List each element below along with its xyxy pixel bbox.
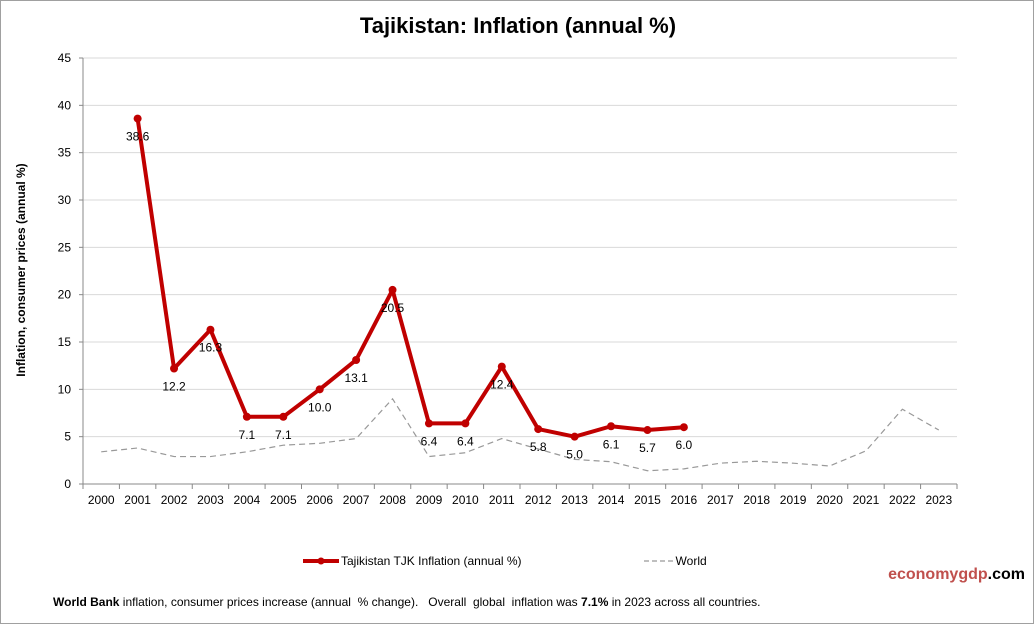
- legend-item-world: World: [642, 554, 707, 568]
- legend-label: World: [675, 554, 707, 568]
- data-label: 6.1: [603, 437, 620, 451]
- x-tick-label: 2015: [634, 493, 661, 507]
- data-point: [388, 285, 397, 294]
- data-point: [315, 385, 324, 394]
- data-point: [170, 364, 179, 373]
- x-tick-label: 2008: [379, 493, 406, 507]
- x-tick-label: 2023: [925, 493, 952, 507]
- y-tick-label: 15: [58, 335, 72, 349]
- y-tick-label: 10: [58, 382, 72, 396]
- data-label: 16.3: [199, 341, 223, 355]
- legend-line-dashed-icon: [643, 560, 674, 562]
- x-tick-label: 2014: [598, 493, 625, 507]
- footer-text: in 2023 across all countries.: [608, 595, 761, 609]
- data-point: [206, 325, 215, 334]
- y-tick-label: 5: [64, 430, 71, 444]
- data-point: [643, 426, 652, 435]
- x-tick-label: 2000: [88, 493, 115, 507]
- x-tick-label: 2013: [561, 493, 588, 507]
- x-tick-label: 2003: [197, 493, 224, 507]
- y-tick-label: 45: [58, 51, 72, 65]
- series-line-world: [101, 397, 940, 472]
- data-point: [242, 412, 251, 421]
- brand-part: gdp: [958, 566, 988, 583]
- data-label: 38.6: [126, 130, 150, 144]
- y-tick-label: 40: [58, 98, 72, 112]
- y-tick-label: 35: [58, 146, 72, 160]
- x-tick-label: 2012: [525, 493, 552, 507]
- legend-line-solid-icon: [303, 557, 339, 565]
- x-tick-label: 2021: [853, 493, 880, 507]
- chart-title: Tajikistan: Inflation (annual %): [359, 13, 677, 38]
- data-point: [352, 355, 361, 364]
- brand-part: economy: [888, 566, 959, 583]
- legend-label: Tajikistan TJK Inflation (annual %): [341, 554, 522, 568]
- footer-bold: World Bank: [53, 595, 120, 609]
- data-label: 13.1: [344, 371, 368, 385]
- y-tick-label: 20: [58, 288, 72, 302]
- y-tick-label: 0: [64, 477, 71, 491]
- data-point: [279, 412, 288, 421]
- data-label: 10.0: [308, 400, 332, 414]
- data-point: [570, 432, 579, 441]
- x-tick-label: 2022: [889, 493, 916, 507]
- data-label: 7.1: [239, 428, 256, 442]
- legend: Tajikistan TJK Inflation (annual %) Worl…: [301, 554, 707, 568]
- data-label: 12.2: [162, 380, 186, 394]
- data-label: 5.8: [530, 440, 547, 454]
- x-tick-label: 2007: [343, 493, 370, 507]
- data-point: [679, 423, 688, 432]
- data-label: 6.4: [421, 434, 438, 448]
- legend-item-tajikistan: Tajikistan TJK Inflation (annual %): [301, 554, 522, 568]
- data-label: 20.5: [381, 301, 405, 315]
- x-tick-label: 2016: [671, 493, 698, 507]
- x-tick-label: 2011: [489, 493, 515, 507]
- x-tick-label: 2010: [452, 493, 479, 507]
- y-tick-label: 25: [58, 240, 72, 254]
- data-point: [133, 114, 142, 123]
- footer-text: inflation, consumer prices increase (ann…: [119, 595, 582, 609]
- x-tick-label: 2020: [816, 493, 843, 507]
- footer-bold: 7.1%: [581, 595, 609, 609]
- data-point: [497, 362, 506, 371]
- data-label: 7.1: [275, 428, 292, 442]
- data-label: 6.4: [457, 434, 474, 448]
- data-point: [607, 422, 616, 431]
- x-tick-label: 2001: [124, 493, 151, 507]
- x-tick-label: 2005: [270, 493, 297, 507]
- x-tick-label: 2002: [161, 493, 188, 507]
- data-label: 6.0: [676, 438, 693, 452]
- brand-part: .com: [987, 566, 1025, 583]
- data-label: 5.0: [566, 448, 583, 462]
- x-tick-label: 2009: [416, 493, 443, 507]
- footer-note: World Bank inflation, consumer prices in…: [53, 595, 760, 609]
- x-tick-label: 2006: [306, 493, 333, 507]
- data-point: [424, 419, 433, 428]
- brand-logo[interactable]: economygdp.com: [888, 566, 1025, 584]
- data-label: 5.7: [639, 441, 656, 455]
- series-line-tajikistan: [135, 118, 685, 439]
- data-label: 12.4: [490, 378, 514, 392]
- x-tick-label: 2017: [707, 493, 734, 507]
- data-point: [534, 425, 543, 434]
- x-tick-label: 2004: [234, 493, 261, 507]
- data-point: [461, 419, 470, 428]
- y-tick-label: 30: [58, 193, 72, 207]
- x-tick-label: 2019: [780, 493, 807, 507]
- x-tick-label: 2018: [743, 493, 770, 507]
